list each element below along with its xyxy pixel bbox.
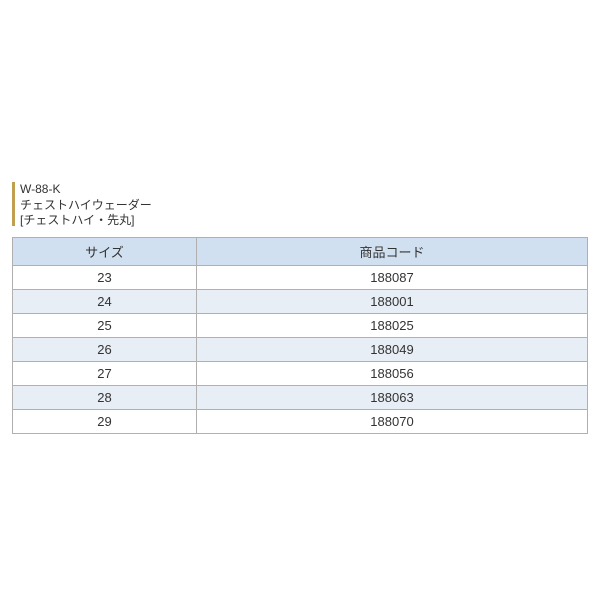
cell-code: 188056 [197,361,588,385]
product-name: チェストハイウェーダー [20,198,588,214]
cell-size: 26 [13,337,197,361]
table-row: 24 188001 [13,289,588,313]
table-row: 27 188056 [13,361,588,385]
table-body: 23 188087 24 188001 25 188025 26 188049 … [13,265,588,433]
cell-size: 29 [13,409,197,433]
cell-code: 188049 [197,337,588,361]
cell-code: 188063 [197,385,588,409]
content-wrapper: W-88-K チェストハイウェーダー [チェストハイ・先丸] サイズ 商品コード… [12,182,588,434]
column-header-size: サイズ [13,237,197,265]
cell-size: 24 [13,289,197,313]
table-row: 26 188049 [13,337,588,361]
product-table: サイズ 商品コード 23 188087 24 188001 25 188025 … [12,237,588,434]
table-row: 29 188070 [13,409,588,433]
table-row: 23 188087 [13,265,588,289]
product-subtitle: [チェストハイ・先丸] [20,213,588,229]
cell-code: 188087 [197,265,588,289]
table-row: 28 188063 [13,385,588,409]
cell-size: 27 [13,361,197,385]
cell-code: 188001 [197,289,588,313]
cell-size: 23 [13,265,197,289]
cell-size: 25 [13,313,197,337]
cell-code: 188070 [197,409,588,433]
accent-bar [12,182,15,226]
product-header: W-88-K チェストハイウェーダー [チェストハイ・先丸] [12,182,588,229]
table-header-row: サイズ 商品コード [13,237,588,265]
table-row: 25 188025 [13,313,588,337]
cell-size: 28 [13,385,197,409]
column-header-code: 商品コード [197,237,588,265]
product-code: W-88-K [20,182,588,198]
cell-code: 188025 [197,313,588,337]
